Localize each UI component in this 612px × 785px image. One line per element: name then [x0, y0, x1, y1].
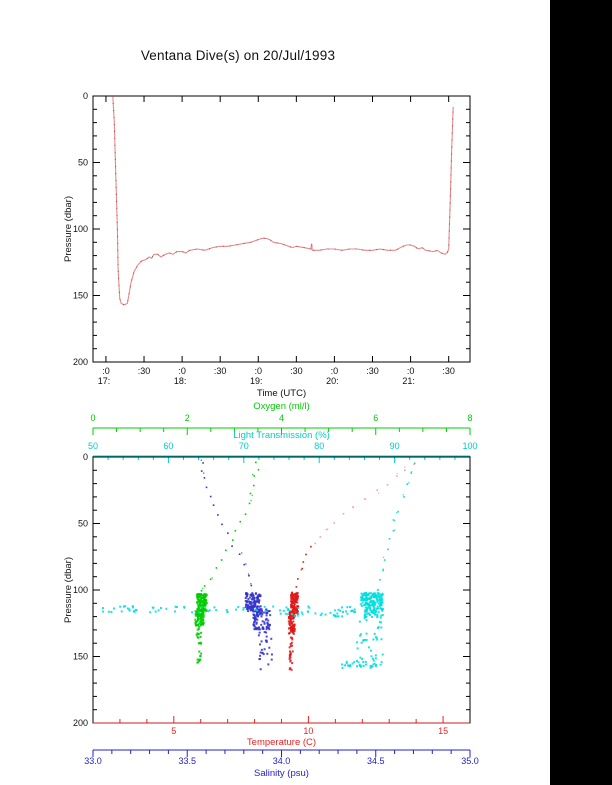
- salinity-axis-title: Salinity (psu): [254, 768, 309, 779]
- transmission-tick-label: 50: [88, 441, 98, 451]
- hour-tick-label: 18:: [174, 376, 187, 386]
- time-tick-label: :30: [366, 366, 379, 376]
- transmission-axis: 50 60 70 80 90 100 Light Transmission (%): [88, 430, 478, 463]
- oxygen-axis: 0 2 4 6 8 Oxygen (ml/l): [90, 401, 473, 435]
- dive-profile-speckle: [112, 95, 454, 306]
- pressure-tick-label: 150: [73, 652, 88, 662]
- series-salinity: [200, 459, 273, 671]
- oxygen-tick-label: 4: [279, 413, 284, 423]
- transmission-tick-label: 60: [163, 441, 173, 451]
- series-transmission: [102, 462, 416, 669]
- salinity-tick-label: 33.0: [84, 756, 102, 766]
- transmission-tick-label: 80: [314, 441, 324, 451]
- transmission-tick-label: 70: [239, 441, 249, 451]
- salinity-tick-label: 33.5: [178, 756, 196, 766]
- pressure-tick-label: 200: [73, 357, 88, 367]
- hour-tick-label: 19:: [250, 376, 263, 386]
- oxygen-tick-label: 6: [373, 413, 378, 423]
- time-tick-label: :30: [138, 366, 151, 376]
- page-title: Ventana Dive(s) on 20/Jul/1993: [140, 48, 336, 63]
- time-tick-label: :30: [442, 366, 455, 376]
- oxygen-axis-title: Oxygen (ml/l): [253, 401, 309, 412]
- pressure-tick-label: 150: [73, 291, 88, 301]
- temperature-tick-label: 5: [171, 726, 176, 736]
- series-temperature: [287, 545, 312, 671]
- pressure-tick-label: 50: [78, 158, 88, 168]
- temperature-tick-label: 10: [303, 726, 313, 736]
- pressure-axis-title: Pressure (dbar): [63, 196, 74, 262]
- series-temperature-upper: [314, 463, 415, 545]
- time-axis-title: Time (UTC): [257, 388, 306, 399]
- temperature-axis-title: Temperature (C): [247, 737, 316, 748]
- pressure-axis-title: Pressure (dbar): [63, 557, 74, 623]
- hour-tick-label: 21:: [402, 376, 415, 386]
- hour-tick-label: 20:: [326, 376, 339, 386]
- hour-tick-label: 17:: [98, 376, 111, 386]
- plot-box: [92, 95, 471, 363]
- time-tick-label: :30: [214, 366, 227, 376]
- time-tick-label: :30: [290, 366, 303, 376]
- salinity-axis: 33.0 33.5 34.0 34.5 35.0 Salinity (psu): [84, 749, 479, 779]
- oxygen-tick-label: 0: [90, 413, 95, 423]
- scan-margin-bar: [550, 0, 612, 785]
- temperature-axis: 5 10 15 Temperature (C): [92, 716, 471, 748]
- oxygen-tick-label: 8: [467, 413, 472, 423]
- pressure-tick-label: 200: [73, 718, 88, 728]
- dive-profile-line: [112, 95, 454, 306]
- time-tick-label: :0: [102, 366, 110, 376]
- time-tick-label: :0: [255, 366, 263, 376]
- salinity-tick-label: 34.5: [367, 756, 385, 766]
- plot-box: [92, 456, 471, 724]
- pressure-tick-label: 50: [78, 519, 88, 529]
- transmission-tick-label: 100: [462, 441, 477, 451]
- temperature-tick-label: 15: [438, 726, 448, 736]
- oxygen-tick-label: 2: [185, 413, 190, 423]
- time-tick-label: :0: [178, 366, 186, 376]
- series-oxygen: [194, 461, 260, 664]
- pressure-tick-label: 100: [73, 585, 88, 595]
- time-tick-label: :0: [331, 366, 339, 376]
- time-tick-label: :0: [407, 366, 415, 376]
- pressure-tick-label: 0: [83, 91, 88, 101]
- transmission-tick-label: 90: [390, 441, 400, 451]
- salinity-tick-label: 34.0: [273, 756, 291, 766]
- pressure-tick-label: 0: [83, 452, 88, 462]
- transmission-axis-title: Light Transmission (%): [233, 430, 330, 441]
- pressure-tick-label: 100: [73, 224, 88, 234]
- salinity-tick-label: 35.0: [461, 756, 479, 766]
